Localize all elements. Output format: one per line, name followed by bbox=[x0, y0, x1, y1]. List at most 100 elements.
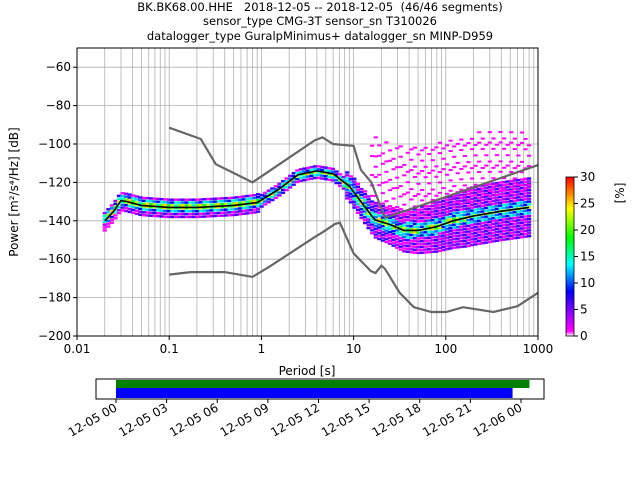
density-cell bbox=[380, 236, 385, 239]
density-outlier bbox=[402, 203, 407, 206]
density-outlier bbox=[391, 187, 396, 190]
density-cell bbox=[441, 225, 446, 229]
density-cell bbox=[277, 182, 282, 186]
density-outlier bbox=[469, 167, 475, 170]
density-cell bbox=[345, 174, 350, 177]
density-cell bbox=[469, 203, 475, 207]
density-outlier bbox=[466, 161, 471, 164]
density-cell bbox=[409, 216, 414, 219]
density-outlier bbox=[427, 172, 432, 175]
density-cell bbox=[452, 209, 457, 212]
density-cell bbox=[484, 206, 489, 210]
density-cell bbox=[234, 207, 239, 211]
density-cell bbox=[505, 200, 510, 203]
time-tick-label: 12-05 00 bbox=[66, 400, 120, 439]
density-cell bbox=[477, 219, 482, 222]
density-cell bbox=[491, 214, 496, 217]
density-cell bbox=[423, 245, 428, 248]
density-cell bbox=[473, 237, 478, 240]
density-cell bbox=[420, 237, 425, 240]
density-cell bbox=[348, 175, 353, 178]
density-cell bbox=[466, 195, 471, 199]
density-cell bbox=[124, 201, 129, 204]
density-cell bbox=[448, 244, 453, 247]
density-cell bbox=[245, 194, 250, 198]
density-cell bbox=[505, 217, 510, 221]
density-cell bbox=[487, 232, 492, 235]
density-outlier bbox=[498, 131, 503, 134]
density-cell bbox=[323, 177, 328, 181]
density-cell bbox=[459, 219, 464, 223]
density-cell bbox=[141, 202, 147, 205]
density-outlier bbox=[437, 191, 443, 194]
density-cell bbox=[302, 176, 307, 179]
density-cell bbox=[159, 212, 164, 215]
density-cell bbox=[398, 213, 403, 217]
density-cell bbox=[362, 201, 368, 205]
density-cell bbox=[234, 213, 239, 216]
density-cell bbox=[484, 238, 489, 241]
density-cell bbox=[124, 209, 129, 213]
density-cell bbox=[462, 230, 467, 234]
density-cell bbox=[184, 210, 189, 213]
density-cell bbox=[231, 202, 236, 205]
density-outlier bbox=[402, 174, 407, 177]
density-cell bbox=[170, 212, 175, 216]
density-cell bbox=[366, 203, 371, 207]
density-cell bbox=[359, 205, 364, 208]
density-cell bbox=[502, 232, 507, 236]
density-outlier bbox=[434, 165, 439, 168]
density-cell bbox=[423, 236, 428, 240]
density-cell bbox=[213, 200, 218, 203]
density-cell bbox=[469, 223, 475, 227]
density-cell bbox=[330, 167, 336, 171]
density-cell bbox=[427, 236, 432, 239]
density-cell bbox=[484, 201, 489, 204]
density-outlier bbox=[427, 211, 432, 214]
density-cell bbox=[487, 197, 492, 200]
density-cell bbox=[444, 242, 450, 245]
density-cell bbox=[462, 190, 467, 194]
density-cell bbox=[184, 198, 189, 201]
density-cell bbox=[502, 183, 507, 187]
density-outlier bbox=[405, 191, 410, 194]
density-outlier bbox=[391, 157, 396, 160]
density-outlier bbox=[462, 144, 467, 147]
density-cell bbox=[124, 206, 129, 210]
density-cell bbox=[223, 208, 229, 211]
density-cell bbox=[473, 240, 478, 243]
density-cell bbox=[220, 205, 225, 209]
density-cell bbox=[273, 188, 278, 191]
density-cell bbox=[316, 173, 321, 177]
density-cell bbox=[477, 236, 482, 240]
density-cell bbox=[291, 180, 296, 184]
density-cell bbox=[252, 194, 257, 197]
density-cell bbox=[198, 212, 204, 216]
density-cell bbox=[430, 218, 435, 222]
density-cell bbox=[494, 230, 500, 234]
density-outlier bbox=[512, 167, 517, 170]
density-cell bbox=[423, 216, 428, 220]
density-cell bbox=[213, 211, 218, 215]
density-cell bbox=[480, 193, 485, 196]
density-cell bbox=[405, 239, 410, 242]
density-cell bbox=[206, 200, 211, 204]
density-cell bbox=[491, 182, 496, 185]
colorbar-tick-label: 20 bbox=[580, 223, 595, 237]
density-cell bbox=[498, 201, 503, 204]
density-cell bbox=[305, 169, 311, 172]
density-outlier bbox=[494, 143, 500, 146]
density-cell bbox=[398, 225, 403, 228]
density-cell bbox=[255, 193, 261, 196]
density-cell bbox=[466, 221, 471, 225]
density-cell bbox=[209, 197, 214, 201]
density-cell bbox=[505, 191, 510, 195]
density-cell bbox=[355, 205, 360, 209]
density-cell bbox=[170, 204, 175, 207]
density-cell bbox=[519, 181, 525, 184]
density-cell bbox=[423, 248, 428, 251]
density-cell bbox=[516, 201, 521, 205]
density-outlier bbox=[437, 181, 443, 184]
density-cell bbox=[405, 250, 410, 253]
